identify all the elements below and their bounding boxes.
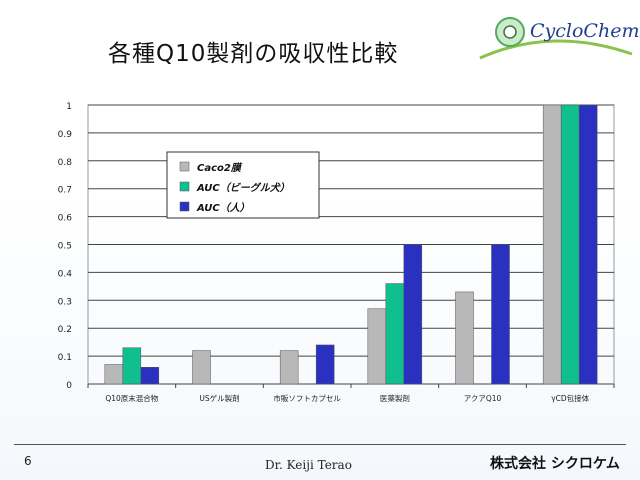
y-tick-label: 0.6 [58,214,73,224]
y-tick-label: 0.4 [58,269,73,279]
y-tick-label: 0.5 [58,242,72,252]
bar [122,347,142,385]
bar [385,283,405,385]
legend-box [166,151,320,219]
bar [403,244,423,385]
x-tick-label: USゲル製剤 [199,393,239,403]
bar [279,350,299,385]
legend-swatch [179,161,190,172]
author-name: Dr. Keiji Terao [265,458,352,472]
bar [140,367,160,385]
slide-title: 各種Q10製剤の吸収性比較 [108,41,399,67]
chart-legend: Caco2膜 AUC（ビーグル犬） AUC（人） [166,151,320,219]
bar [367,308,387,385]
x-tick-label: γCD包接体 [551,393,589,403]
y-tick-label: 0.1 [58,353,72,363]
y-tick-label: 0.9 [58,130,73,140]
y-tick-label: 0 [66,381,72,391]
chart-bars [104,104,598,385]
page-number: 6 [24,454,32,468]
chart-grid [87,104,615,388]
y-tick-label: 0.8 [58,158,73,168]
bar [542,104,562,385]
legend-label: AUC（ビーグル犬） [196,182,290,194]
bar [578,104,598,385]
legend-swatch [179,201,190,212]
y-tick-label: 0.7 [58,186,72,196]
x-tick-label: 市販ソフトカプセル [273,393,341,403]
bar [491,244,510,385]
bar [560,104,580,385]
bar [455,291,474,385]
y-tick-labels: 0 0.1 0.2 0.3 0.4 0.5 0.6 0.7 0.8 0.9 1 [58,102,73,391]
company-name: 株式会社 シクロケム [490,456,620,472]
y-tick-label: 0.3 [58,297,72,307]
x-tick-label: アクアQ10 [464,394,502,403]
y-tick-label: 0.2 [58,325,72,335]
logo-text: CycloChem [530,20,640,42]
bar [104,364,124,385]
x-tick-label: 医薬製剤 [380,393,410,403]
legend-label: Caco2膜 [197,162,243,174]
x-tick-label: Q10原末混合物 [105,393,158,403]
bar [315,344,335,385]
bar [192,350,211,385]
legend-label: AUC（人） [196,202,250,214]
legend-swatch [179,181,190,192]
cyclochem-logo [479,17,633,60]
footer-divider [14,444,626,445]
y-tick-label: 1 [66,102,72,112]
x-tick-labels: Q10原末混合物 USゲル製剤 市販ソフトカプセル 医薬製剤 アクアQ10 γCD包接体 [105,393,589,403]
